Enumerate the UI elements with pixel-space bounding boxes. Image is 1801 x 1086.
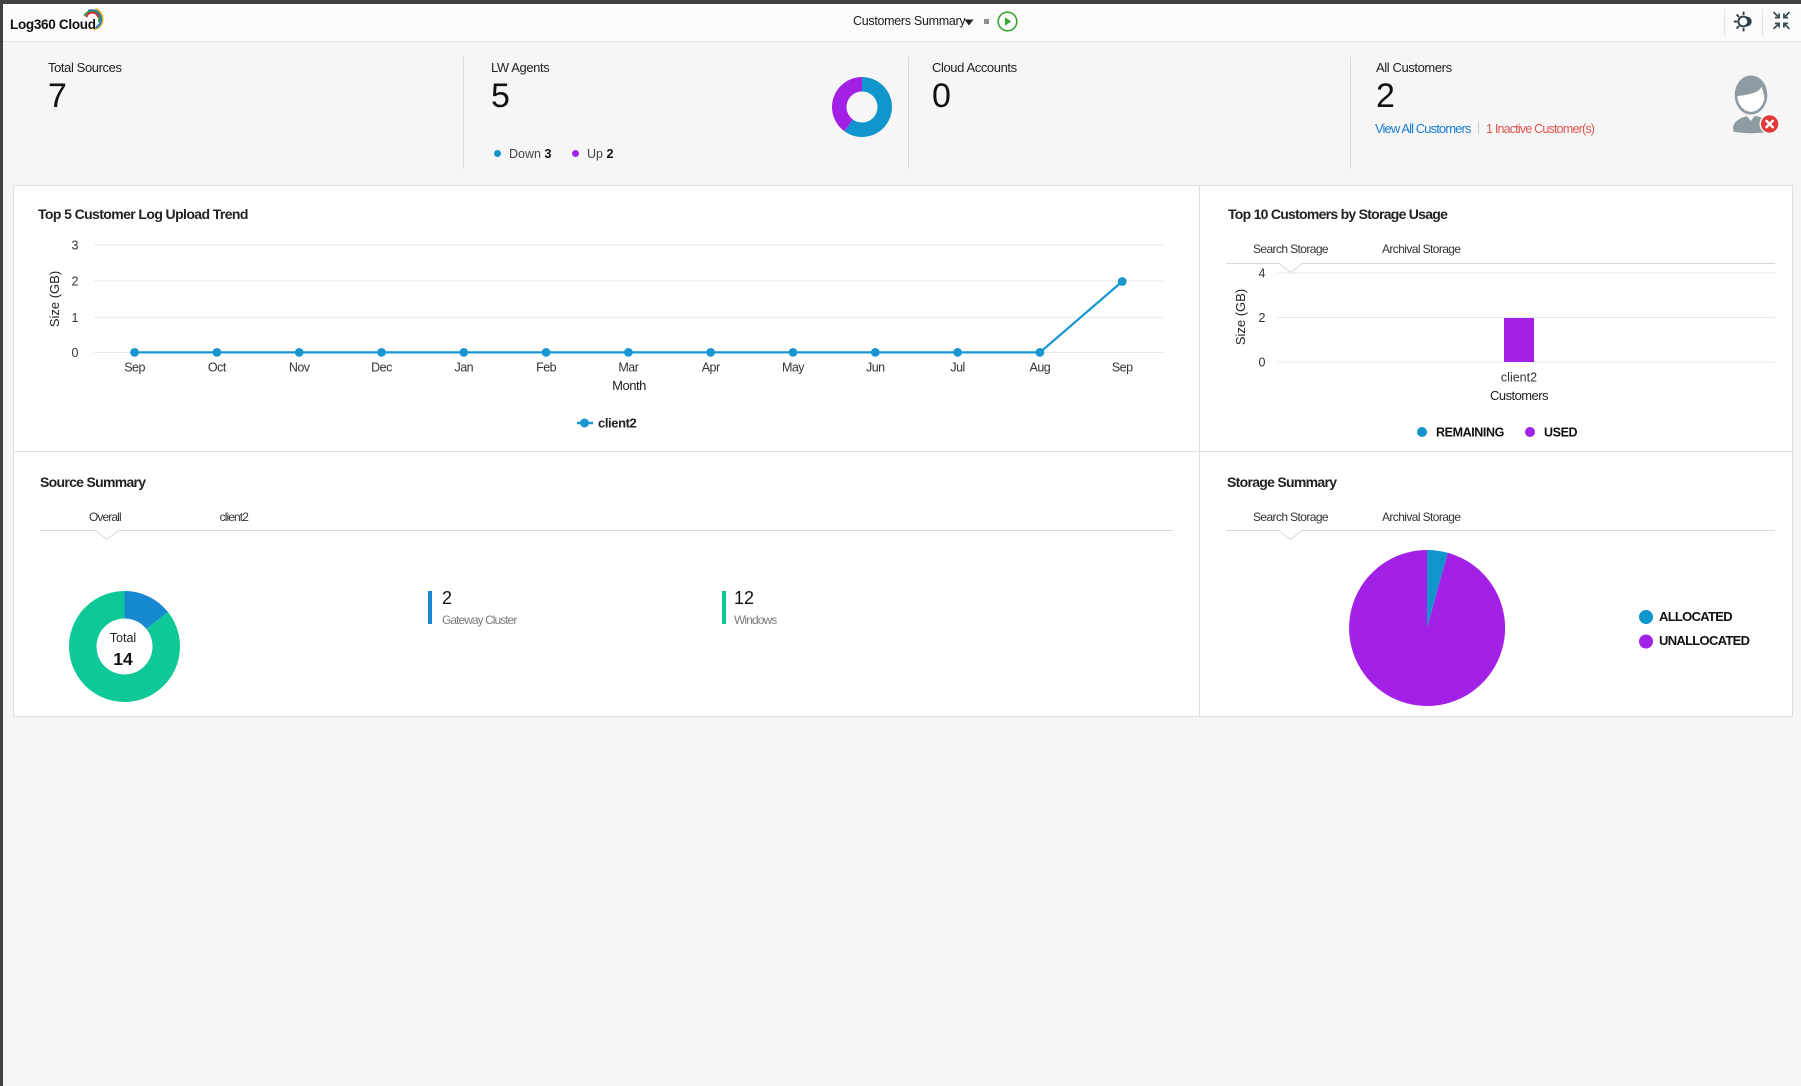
svg-text:Feb: Feb xyxy=(536,361,557,375)
svg-text:4: 4 xyxy=(1259,267,1266,281)
svg-text:Sep: Sep xyxy=(124,361,145,375)
svg-text:client2: client2 xyxy=(598,416,637,431)
svg-text:Jan: Jan xyxy=(454,361,473,375)
svg-text:Nov: Nov xyxy=(289,361,311,375)
svg-text:3: 3 xyxy=(72,239,79,253)
svg-text:2: 2 xyxy=(1259,311,1266,325)
svg-text:USED: USED xyxy=(1544,426,1578,440)
svg-text:REMAINING: REMAINING xyxy=(1436,426,1504,440)
svg-text:Oct: Oct xyxy=(208,361,227,375)
svg-text:Customers: Customers xyxy=(1490,388,1549,403)
svg-text:Size (GB): Size (GB) xyxy=(1233,289,1248,345)
svg-text:May: May xyxy=(782,361,805,375)
svg-text:Mar: Mar xyxy=(618,361,638,375)
svg-text:Aug: Aug xyxy=(1030,361,1051,375)
svg-text:Apr: Apr xyxy=(702,361,720,375)
svg-text:Month: Month xyxy=(612,378,646,393)
svg-text:Jul: Jul xyxy=(950,361,964,375)
svg-text:client2: client2 xyxy=(1501,371,1537,385)
svg-text:2: 2 xyxy=(72,275,79,289)
svg-text:Size (GB): Size (GB) xyxy=(47,271,62,327)
svg-text:Dec: Dec xyxy=(371,361,392,375)
svg-text:Jun: Jun xyxy=(866,361,885,375)
svg-text:0: 0 xyxy=(72,346,79,360)
svg-text:Sep: Sep xyxy=(1112,361,1133,375)
svg-text:0: 0 xyxy=(1259,356,1266,370)
svg-text:1: 1 xyxy=(72,311,79,325)
